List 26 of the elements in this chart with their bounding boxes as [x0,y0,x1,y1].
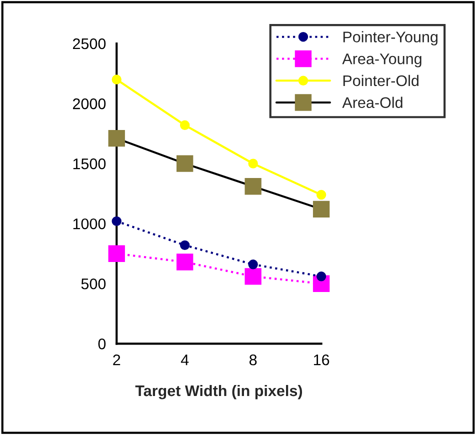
point [112,74,122,84]
x-tick-label: 8 [249,354,257,366]
point [112,216,122,226]
y-tick-label: 1000 [73,218,106,230]
x-axis-title: Target Width (in pixels) [135,384,302,400]
point [180,240,190,250]
y-tick-label: 500 [81,278,106,290]
legend-label: Area-Old [342,96,402,108]
point [316,272,326,282]
point [248,158,258,168]
point [316,190,326,200]
y-tick-label: 2000 [72,98,106,110]
x-tick-label: 2 [113,354,120,366]
x-tick-label: 4 [180,354,189,366]
y-tick-label: 1500 [73,158,106,170]
point [108,245,125,262]
legend-label: Pointer-Young [343,31,438,46]
legend-label: Pointer-Old [343,74,418,86]
point [244,268,262,285]
y-tick-label: 2500 [72,38,106,50]
x-tick-label: 16 [314,354,330,366]
point [176,254,194,270]
point [248,260,258,270]
point [180,120,190,130]
y-tick-label: 0 [98,338,106,350]
legend-label: Area-Young [342,54,422,68]
